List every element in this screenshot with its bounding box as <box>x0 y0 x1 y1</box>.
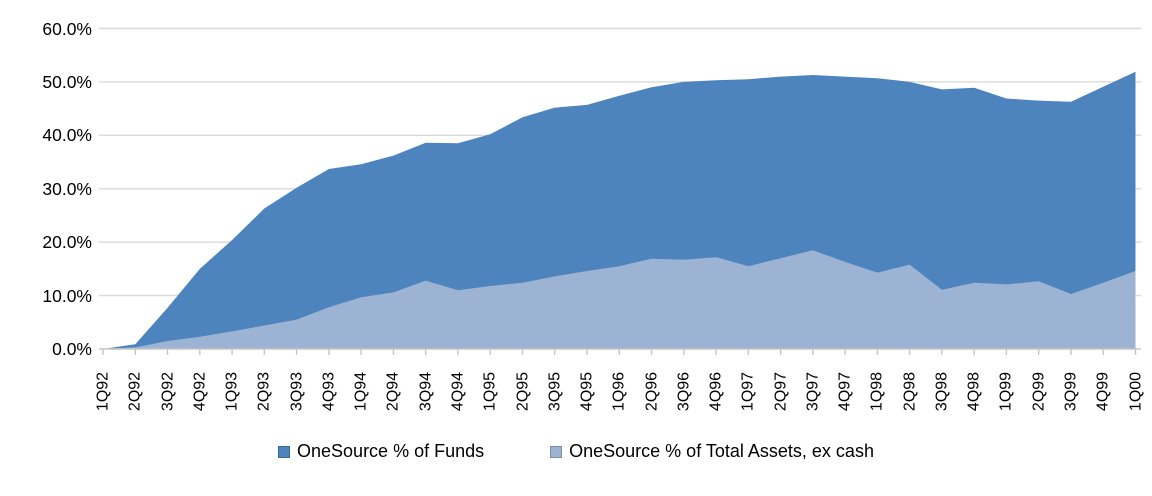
legend-label-assets: OneSource % of Total Assets, ex cash <box>569 441 874 461</box>
x-tick-label: 1Q95 <box>481 371 499 412</box>
y-tick-label: 20.0% <box>42 232 92 253</box>
legend: OneSource % of Funds OneSource % of Tota… <box>0 441 1152 462</box>
x-tick-label: 2Q96 <box>643 371 660 412</box>
x-tick-label: 1Q96 <box>610 371 628 412</box>
x-tick-label: 2Q95 <box>514 371 531 412</box>
x-tick-label: 2Q97 <box>772 371 790 412</box>
x-tick-label: 3Q97 <box>804 371 822 412</box>
x-tick-label: 4Q95 <box>578 371 596 412</box>
legend-item-funds: OneSource % of Funds <box>278 441 484 462</box>
y-tick-label: 60.0% <box>42 18 92 39</box>
x-tick-label: 3Q93 <box>288 371 306 412</box>
y-tick-label: 30.0% <box>42 178 92 199</box>
x-tick-label: 3Q95 <box>546 371 564 412</box>
x-tick-label: 3Q99 <box>1062 371 1080 412</box>
x-tick-label: 3Q96 <box>675 371 693 412</box>
area-series-1 <box>103 250 1136 349</box>
x-tick-label: 3Q92 <box>159 371 176 412</box>
legend-swatch-assets <box>550 445 563 458</box>
x-tick-label: 1Q94 <box>352 371 370 412</box>
legend-label-funds: OneSource % of Funds <box>297 441 485 461</box>
x-tick-label: 1Q98 <box>868 371 886 412</box>
x-tick-label: 2Q92 <box>126 371 144 412</box>
x-tick-label: 1Q99 <box>997 371 1015 412</box>
legend-item-assets: OneSource % of Total Assets, ex cash <box>550 441 874 462</box>
y-tick-label: 50.0% <box>42 71 92 92</box>
legend-swatch-funds <box>278 445 291 458</box>
x-tick-label: 4Q97 <box>836 371 854 412</box>
x-tick-label: 4Q93 <box>320 371 338 412</box>
x-tick-label: 3Q98 <box>933 371 951 412</box>
x-tick-label: 4Q99 <box>1094 371 1112 412</box>
x-tick-label: 2Q99 <box>1030 371 1048 412</box>
x-tick-label: 1Q97 <box>739 371 757 412</box>
x-tick-label: 2Q94 <box>384 371 402 412</box>
x-tick-label: 1Q92 <box>94 371 112 412</box>
x-tick-label: 4Q94 <box>449 371 467 412</box>
y-tick-label: 10.0% <box>42 285 92 306</box>
x-tick-label: 2Q98 <box>901 371 919 412</box>
x-tick-label: 4Q98 <box>965 371 983 412</box>
y-tick-label: 40.0% <box>42 125 92 146</box>
y-tick-label: 0.0% <box>52 339 92 359</box>
x-tick-label: 1Q00 <box>1127 371 1144 412</box>
x-tick-label: 1Q93 <box>223 371 241 412</box>
x-tick-label: 4Q96 <box>707 371 725 412</box>
x-tick-label: 4Q92 <box>191 371 209 412</box>
x-tick-label: 3Q94 <box>417 371 435 412</box>
x-tick-label: 2Q93 <box>255 371 273 412</box>
